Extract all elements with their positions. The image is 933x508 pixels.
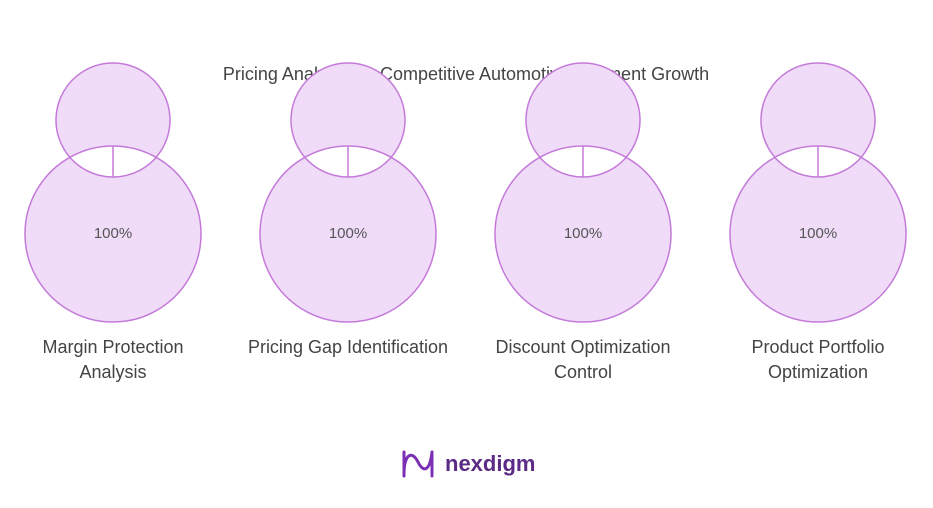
donut-segment xyxy=(259,62,437,323)
category-label: Margin Protection Analysis xyxy=(42,337,184,382)
value-label: 100% xyxy=(94,225,132,242)
donut-segment xyxy=(24,62,202,323)
logo-text: nexdigm xyxy=(445,451,535,476)
value-label: 100% xyxy=(329,225,367,242)
donut-segment xyxy=(729,62,907,323)
category-label: Product Portfolio Optimization xyxy=(751,337,885,382)
logo-icon xyxy=(402,450,434,478)
chart-title: Pricing Analysis for Competitive Automot… xyxy=(223,64,709,84)
logo: nexdigm xyxy=(402,450,535,478)
value-label: 100% xyxy=(799,225,837,242)
category-label: Pricing Gap Identification xyxy=(247,337,449,357)
donut-segment xyxy=(494,62,672,323)
category-label: Discount Optimization Control xyxy=(495,337,671,382)
value-label: 100% xyxy=(564,225,602,242)
